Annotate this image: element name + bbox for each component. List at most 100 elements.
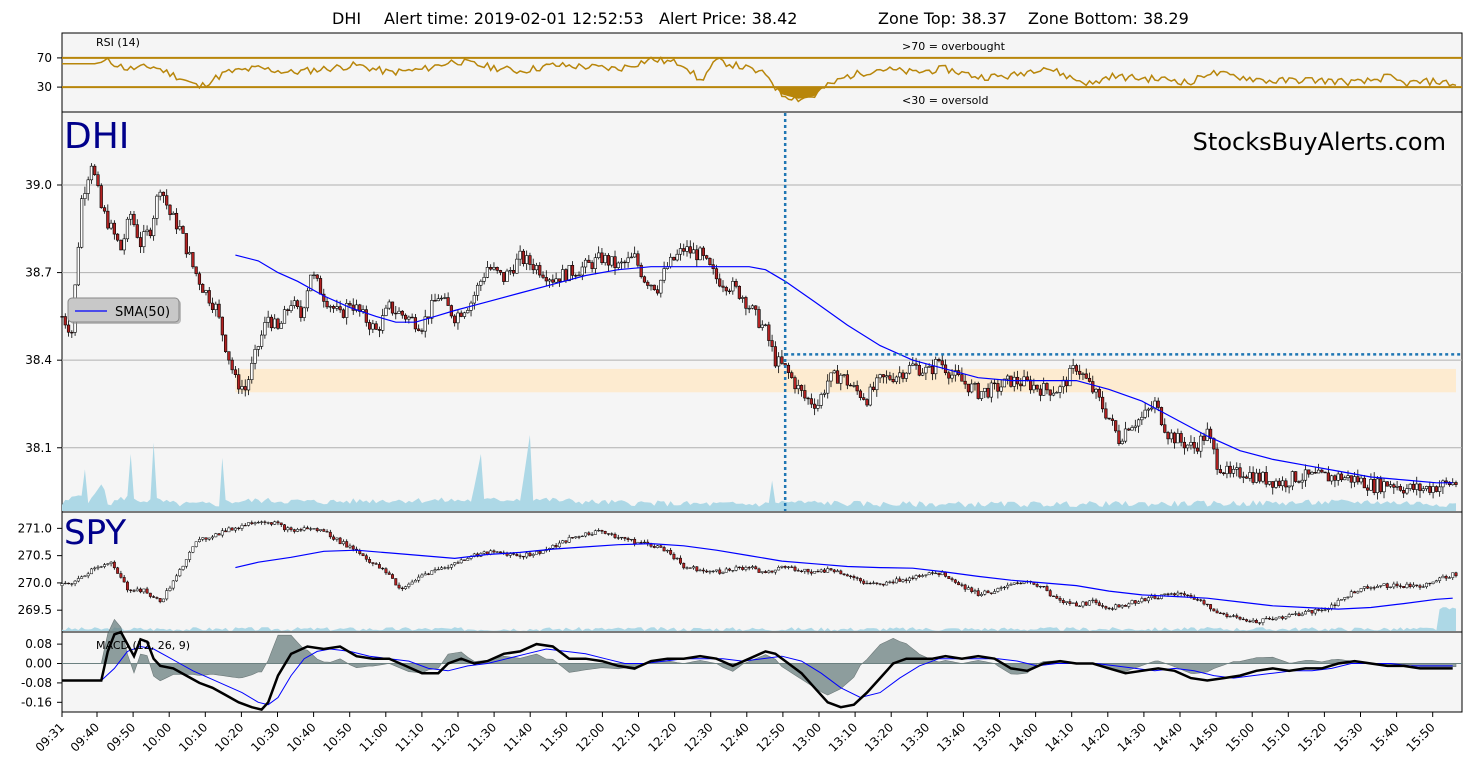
candle-body: [570, 265, 575, 276]
candle-body: [1310, 472, 1314, 475]
candle-body: [485, 267, 489, 278]
candle-body: [191, 252, 195, 268]
spy-candle-body: [930, 572, 934, 574]
candle-body: [70, 331, 74, 334]
spy-candle-body: [626, 538, 630, 540]
spy-candle-body: [1042, 585, 1046, 588]
spy-candle-body: [197, 539, 201, 542]
spy-candle-body: [1385, 583, 1389, 588]
spy-candle-body: [63, 582, 67, 585]
candle-body: [466, 310, 470, 314]
candle-body: [387, 301, 391, 309]
candle-body: [898, 372, 902, 378]
candle-body: [871, 386, 876, 391]
candle-body: [783, 363, 787, 366]
spy-candle-body: [443, 567, 447, 569]
candle-body: [567, 265, 571, 282]
spy-candle-body: [1110, 608, 1114, 610]
spy-candle-body: [728, 568, 731, 571]
candle-body: [1002, 378, 1007, 388]
spy-candle-body: [430, 570, 434, 575]
x-tick-label: 10:10: [176, 720, 210, 754]
candle-body: [1366, 487, 1370, 491]
candle-body: [655, 289, 660, 294]
candle-body: [217, 303, 221, 318]
candle-body: [1349, 475, 1353, 483]
spy-candle-body: [292, 529, 296, 532]
candle-body: [309, 274, 313, 292]
spy-candle-body: [1389, 586, 1393, 588]
candle-body: [770, 340, 774, 347]
spy-candle-body: [1071, 602, 1075, 604]
candle-body: [914, 363, 918, 366]
spy-candle-body: [1022, 581, 1026, 584]
spy-candle-body: [561, 540, 565, 544]
spy-candle-body: [1127, 603, 1131, 607]
spy-candle-body: [885, 581, 889, 586]
candle-body: [1356, 476, 1360, 483]
spy-candle-body: [178, 569, 182, 577]
spy-candle-body: [83, 575, 87, 578]
candle-body: [1130, 427, 1134, 431]
spy-candle-body: [269, 522, 273, 525]
spy-candle-body: [970, 587, 974, 592]
candle-body: [580, 266, 584, 276]
spy-candle-body: [1133, 600, 1137, 604]
candle-body: [371, 323, 375, 330]
candle-body: [318, 278, 323, 295]
spy-candle-body: [93, 567, 97, 570]
candle-body: [976, 383, 980, 399]
x-tick-label: 10:00: [140, 720, 174, 754]
candle-body: [302, 307, 306, 318]
candle-body: [492, 267, 496, 270]
spy-candle-body: [603, 531, 607, 534]
candle-body: [1205, 428, 1209, 441]
spy-candle-body: [944, 571, 947, 577]
candle-body: [1163, 424, 1167, 433]
candle-body: [407, 316, 411, 320]
candle-body: [554, 278, 558, 283]
spy-candle-body: [862, 580, 866, 584]
spy-candle-body: [1359, 588, 1363, 592]
candle-body: [1339, 473, 1344, 481]
candle-body: [1405, 488, 1409, 494]
candle-body: [171, 212, 175, 215]
candle-body: [832, 370, 836, 374]
candle-body: [207, 290, 211, 304]
candle-body: [557, 278, 561, 282]
spy-candle-body: [1235, 615, 1239, 618]
spy-candle-body: [384, 568, 388, 574]
spy-candle-body: [135, 588, 139, 592]
candle-body: [577, 274, 581, 277]
candle-body: [597, 252, 601, 259]
candle-body: [826, 380, 830, 394]
candle-body: [757, 309, 761, 328]
spy-candle-body: [515, 554, 519, 557]
candle-body: [1428, 486, 1432, 493]
spy-candle-body: [1372, 587, 1376, 589]
spy-candle-body: [953, 579, 957, 583]
spy-candle-body: [1120, 605, 1124, 608]
candle-body: [204, 290, 208, 293]
candle-body: [338, 306, 342, 311]
spy-candle-body: [1434, 580, 1438, 583]
candle-body: [348, 303, 352, 306]
candle-body: [842, 374, 846, 376]
y-tick-label: 269.5: [18, 603, 52, 617]
candle-body: [1415, 483, 1419, 490]
candle-body: [541, 274, 545, 278]
spy-candle-body: [1173, 593, 1177, 596]
spy-candle-body: [1425, 582, 1428, 587]
spy-candle-body: [590, 534, 594, 536]
spy-candle-body: [708, 570, 712, 573]
spy-candle-body: [669, 549, 673, 555]
candle-body: [1438, 486, 1442, 492]
spy-candle-body: [574, 536, 578, 539]
candle-body: [587, 259, 591, 263]
spy-candle-body: [266, 522, 270, 524]
candle-body: [1215, 448, 1219, 470]
candle-body: [495, 267, 499, 271]
spy-candle-body: [1245, 619, 1249, 622]
candle-body: [904, 372, 908, 379]
sma-legend: SMA(50): [67, 297, 181, 324]
